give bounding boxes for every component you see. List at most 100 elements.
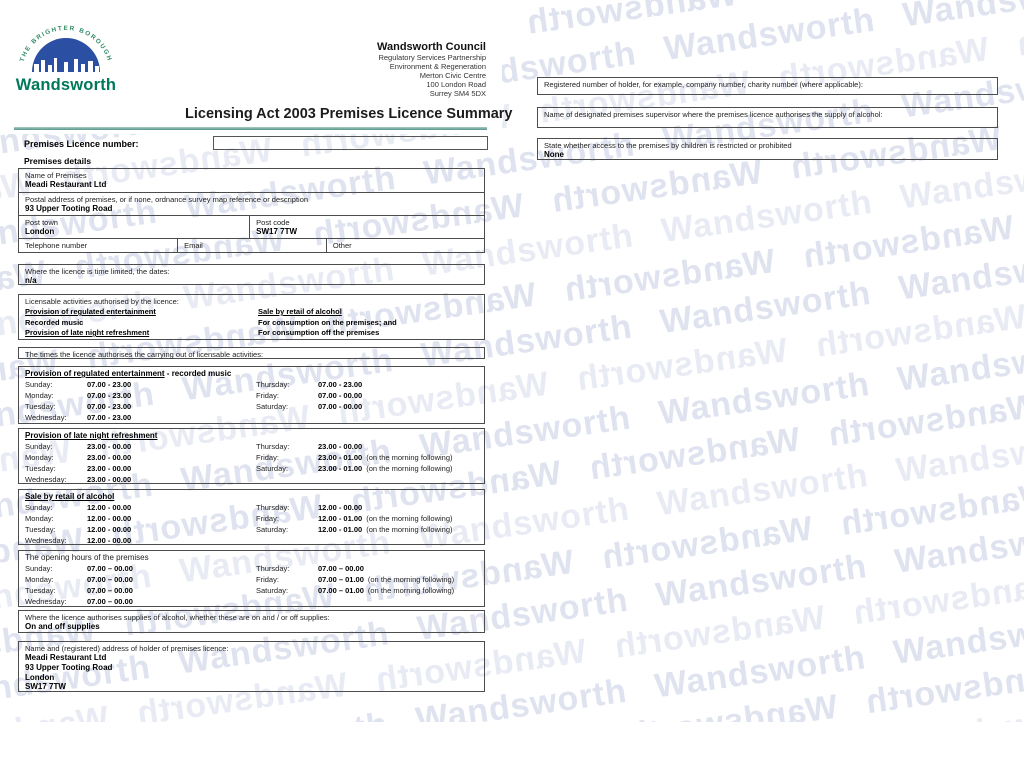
opening-hours-table: The opening hours of the premises Sunday…	[18, 550, 485, 607]
day-label: Monday:	[25, 514, 54, 523]
time-row: Thursday: 23.00 - 00.00	[256, 442, 453, 453]
time-row: Friday: 12.00 - 01.00 (on the morning foll…	[256, 514, 453, 525]
table-row: Post town London Post code SW17 7TW	[19, 215, 484, 238]
holder-address-line: 93 Upper Tooting Road	[25, 662, 113, 672]
premises-details-table: Name of Premises Meadi Restaurant Ltd Po…	[18, 168, 485, 253]
time-value: 12.00 - 00.00	[318, 503, 363, 512]
times-column-left: Sunday: 12.00 - 00.00 Monday: 12.00 - 00.00…	[25, 503, 135, 547]
time-row: Monday: 07.00 - 23.00	[25, 391, 135, 402]
day-label: Sunday:	[25, 503, 53, 512]
activity-item: Provision of late night refreshment	[25, 328, 150, 337]
day-label: Sunday:	[25, 564, 53, 573]
telephone-label: Telephone number	[25, 240, 88, 250]
table-heading: Sale by retail of alcohol	[19, 492, 484, 502]
day-label: Monday:	[25, 575, 54, 584]
table-row: Name of Premises Meadi Restaurant Ltd	[19, 169, 484, 192]
time-note: (on the morning following)	[366, 453, 453, 462]
time-value: 07.00 – 01.00	[318, 575, 364, 584]
activity-item: Provision of regulated entertainment	[25, 307, 156, 316]
day-label: Sunday:	[25, 380, 53, 389]
time-row: Monday: 23.00 - 00.00	[25, 453, 135, 464]
licence-number-label: Premises Licence number:	[24, 139, 139, 149]
time-value: 07.00 – 00.00	[318, 564, 364, 573]
day-label: Friday:	[256, 453, 279, 462]
day-label: Wednesday:	[25, 475, 67, 484]
time-row: Thursday: 07.00 – 00.00	[256, 564, 454, 575]
wandsworth-logo: THE BRIGHTER BOROUGH Wandsworth	[14, 12, 118, 95]
table-title: The opening hours of the premises	[25, 553, 149, 562]
designated-supervisor-label: Name of designated premises supervisor w…	[544, 109, 883, 119]
day-label: Tuesday:	[25, 525, 56, 534]
time-row: Monday: 12.00 - 00.00	[25, 514, 135, 525]
activity-item: For consumption off the premises	[258, 328, 380, 337]
time-value: 07.00 – 00.00	[87, 597, 133, 606]
registered-number-box: Registered number of holder, for example…	[537, 77, 998, 95]
time-row: Friday: 07.00 - 00.00	[256, 391, 366, 402]
time-row: Saturday: 23.00 - 01.00 (on the morning fo…	[256, 464, 453, 475]
time-value: 07.00 - 23.00	[87, 380, 132, 389]
time-row: Sunday: 12.00 - 00.00	[25, 503, 135, 514]
time-row: Tuesday: 07.00 – 00.00	[25, 586, 137, 597]
day-label: Saturday:	[256, 525, 289, 534]
time-value: 07.00 - 23.00	[87, 391, 132, 400]
day-label: Saturday:	[256, 402, 289, 411]
times-column-right: Thursday: 07.00 – 00.00 Friday: 07.00 – 01.…	[256, 564, 454, 597]
supplies-box: Where the licence authorises supplies of…	[18, 610, 485, 633]
time-value: 23.00 - 00.00	[87, 453, 132, 462]
time-note: (on the morning following)	[367, 575, 455, 584]
time-row: Sunday: 07.00 – 00.00	[25, 564, 137, 575]
table-row: Telephone number Email Other	[19, 238, 484, 252]
time-row: Thursday: 07.00 - 23.00	[256, 380, 366, 391]
logo-emblem-icon: THE BRIGHTER BOROUGH	[19, 25, 112, 72]
alcohol-sale-times-table: Sale by retail of alcohol Sunday: 12.00 -…	[18, 489, 485, 545]
time-value: 12.00 - 00.00	[87, 514, 132, 523]
logo-spire-icon	[69, 54, 73, 72]
times-column-left: Sunday: 07.00 - 23.00 Monday: 07.00 - 23.00…	[25, 380, 135, 424]
table-title-suffix: - recorded music	[164, 369, 232, 378]
council-header: Wandsworth Council Regulatory Services P…	[377, 41, 486, 98]
time-row: Friday: 23.00 - 01.00 (on the morning foll…	[256, 453, 453, 464]
day-label: Tuesday:	[25, 586, 56, 595]
time-value: 07.00 – 00.00	[87, 564, 133, 573]
times-column-left: Sunday: 23.00 - 00.00 Monday: 23.00 - 00.00…	[25, 442, 135, 486]
time-value: 23.00 - 01.00	[318, 453, 363, 462]
regulated-entertainment-times-table: Provision of regulated entertainment - r…	[18, 366, 485, 424]
council-address-line: Environment & Regeneration	[389, 62, 486, 71]
day-label: Sunday:	[25, 442, 53, 451]
postal-address-value: 93 Upper Tooting Road	[25, 204, 113, 213]
time-value: 07.00 - 00.00	[318, 391, 363, 400]
watermark-mask-bottom	[0, 722, 1024, 768]
time-row: Wednesday: 07.00 – 00.00	[25, 597, 137, 608]
day-label: Tuesday:	[25, 464, 56, 473]
time-note: (on the morning following)	[366, 464, 453, 473]
times-intro-label: The times the licence authorises the car…	[25, 349, 264, 359]
day-label: Tuesday:	[25, 402, 56, 411]
page-title: Licensing Act 2003 Premises Licence Summ…	[185, 106, 513, 122]
time-value: 23.00 - 00.00	[87, 442, 132, 451]
day-label: Friday:	[256, 391, 279, 400]
licensable-right-column: Sale by retail of alcohol For consumptio…	[258, 307, 397, 339]
times-column-right: Thursday: 07.00 - 23.00 Friday: 07.00 - 00.…	[256, 380, 366, 413]
activity-item: For consumption on the premises; and	[258, 317, 397, 327]
day-label: Monday:	[25, 453, 54, 462]
logo-dome-icon	[32, 38, 100, 72]
logo-spire-icon	[58, 50, 62, 72]
time-row: Friday: 07.00 – 01.00 (on the morning foll…	[256, 575, 454, 586]
time-row: Tuesday: 07.00 - 23.00	[25, 402, 135, 413]
holder-box: Name and (registered) address of holder …	[18, 641, 485, 692]
logo-wordmark: Wandsworth	[15, 76, 117, 94]
time-row: Wednesday: 07.00 - 23.00	[25, 413, 135, 424]
time-row: Sunday: 07.00 - 23.00	[25, 380, 135, 391]
time-value: 07.00 - 23.00	[87, 413, 132, 422]
licensable-activities-box: Licensable activities authorised by the …	[18, 294, 485, 340]
time-value: 07.00 – 00.00	[87, 575, 133, 584]
supplies-label: Where the licence authorises supplies of…	[25, 612, 330, 622]
children-access-box: State whether access to the premises by …	[537, 138, 998, 160]
day-label: Thursday:	[256, 380, 290, 389]
name-of-premises-label: Name of Premises	[25, 170, 87, 180]
time-note: (on the morning following)	[366, 525, 453, 534]
postal-address-label: Postal address of premises, or if none, …	[25, 194, 309, 204]
day-label: Wednesday:	[25, 413, 67, 422]
children-access-label: State whether access to the premises by …	[544, 140, 792, 150]
